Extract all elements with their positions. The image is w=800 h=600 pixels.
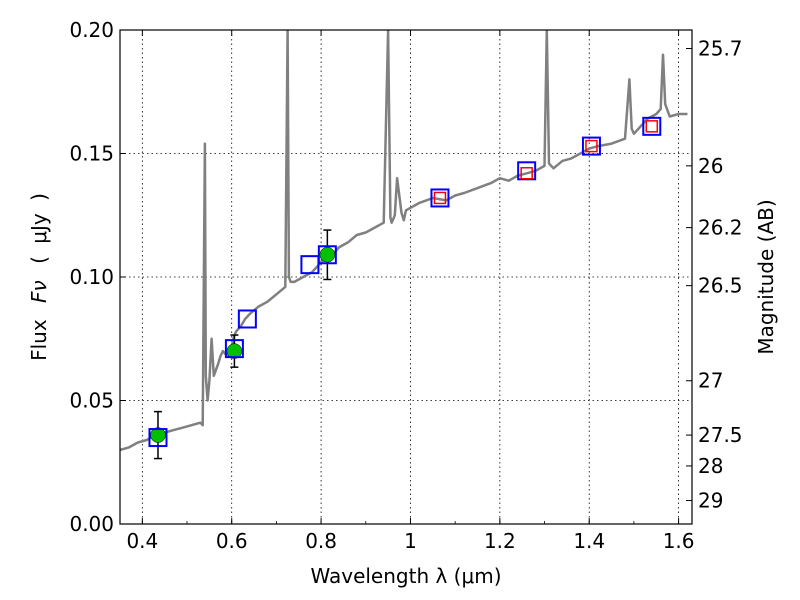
model-square	[585, 139, 598, 153]
x-axis-label: Wavelength λ (μm)	[310, 564, 501, 588]
y-tick-label: 0.20	[69, 18, 114, 42]
y-axis-label-close-paren: )	[27, 193, 51, 201]
plot-area	[120, 30, 688, 460]
right-tick-label: 28	[698, 454, 723, 478]
y-tick-label: 0.00	[69, 512, 114, 536]
x-tick-label: 1.2	[484, 529, 516, 553]
synthetic-square	[581, 136, 601, 156]
x-tick-label: 1.6	[663, 529, 695, 553]
x-tick-label: 0.4	[126, 529, 158, 553]
synthetic-square	[430, 188, 450, 208]
x-tick-label: 0.6	[216, 529, 248, 553]
y-tick-label: 0.05	[69, 389, 114, 413]
model-square	[645, 120, 659, 133]
synthetic-square	[224, 339, 244, 359]
synthetic-square	[642, 116, 662, 136]
synthetic-square	[148, 428, 168, 448]
y-axis-label-symbol: Fν	[27, 280, 51, 303]
x-tick-label: 1	[404, 529, 417, 553]
right-tick-label: 25.7	[698, 37, 743, 61]
right-tick-label: 26.5	[698, 274, 743, 298]
y-axis-label-open-paren: (	[27, 256, 51, 264]
y-axis-label-flux: Flux	[27, 319, 51, 361]
synthetic-square	[317, 245, 337, 265]
y-tick-label: 0.15	[69, 142, 114, 166]
y-axis-label: Flux Fν ( μJy )	[27, 193, 51, 361]
synthetic-square	[300, 255, 320, 275]
right-tick-label: 26	[698, 154, 723, 178]
axis-ticks: 0.4 0.6 0.8 1 1.2 1.4 1.6 0.00 0.05 0.10 0.15 0.20 2…	[69, 18, 742, 553]
right-tick-label: 27	[698, 369, 723, 393]
synthetic-square	[237, 309, 257, 329]
svg-text:Flux Fν ( μJ: Flux Fν ( μJy )	[27, 193, 51, 361]
model-square	[433, 191, 447, 205]
spectrum-line	[120, 30, 688, 452]
model-square	[520, 167, 533, 180]
right-tick-label: 27.5	[698, 423, 743, 447]
x-tick-label: 0.8	[305, 529, 337, 553]
observed-point	[319, 247, 336, 263]
right-tick-label: 29	[698, 489, 723, 513]
right-tick-label: 26.2	[698, 216, 743, 240]
y-axis-label-unit: μJy	[27, 213, 51, 244]
y-tick-label: 0.10	[69, 265, 114, 289]
x-tick-label: 1.4	[573, 529, 605, 553]
right-axis-label: Magnitude (AB)	[754, 199, 778, 354]
